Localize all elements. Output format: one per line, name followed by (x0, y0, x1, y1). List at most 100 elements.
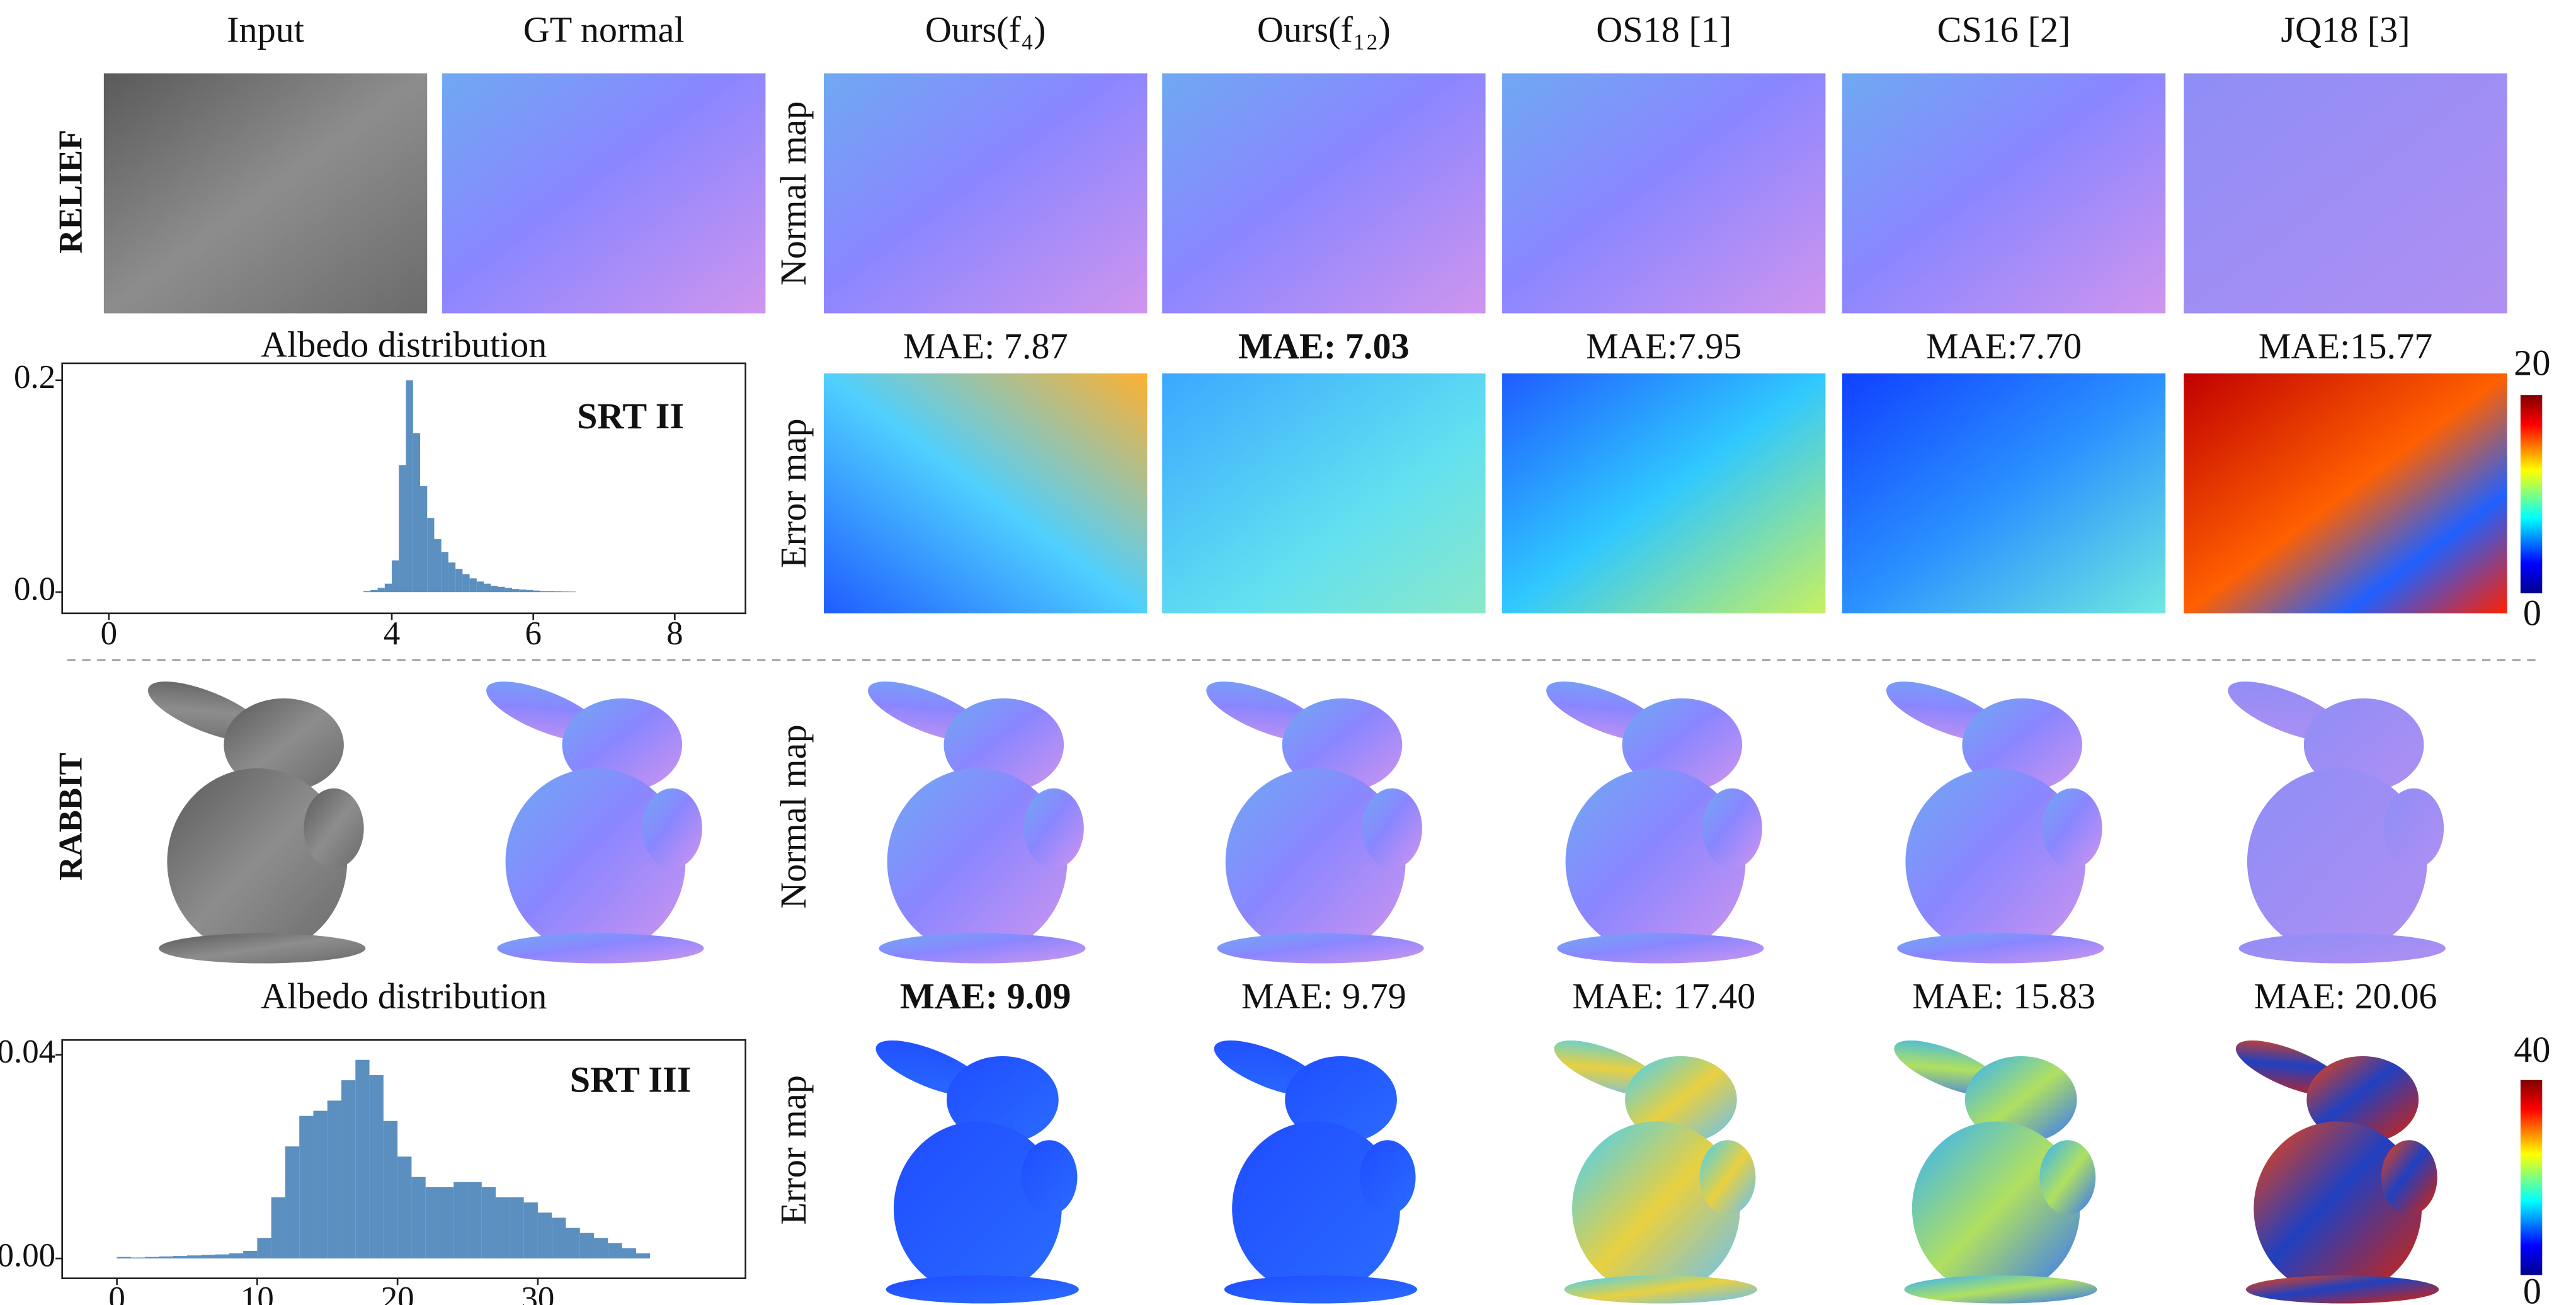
error-map (1888, 1029, 2097, 1304)
mae-label: MAE: 20.06 (2254, 976, 2437, 1017)
bar (636, 1253, 650, 1258)
y-tick-label: 0.0 (14, 571, 55, 607)
column-header: CS16 [2] (1937, 9, 2071, 50)
normal-map (1502, 73, 1825, 313)
bar (540, 591, 547, 592)
row-label: RABBIT (52, 753, 89, 880)
bar (608, 1243, 622, 1258)
bar (533, 591, 540, 593)
bar (384, 1121, 397, 1258)
bar (285, 1146, 299, 1258)
normal-map-label: Normal map (773, 724, 814, 909)
bar (201, 1255, 215, 1258)
bar (406, 380, 413, 592)
x-tick-label: 4 (384, 615, 400, 652)
x-tick-label: 0 (101, 615, 117, 652)
normal-map (2184, 73, 2507, 313)
bar (313, 1111, 327, 1258)
normal-map (1842, 73, 2165, 313)
bar (455, 569, 462, 592)
bar (173, 1256, 187, 1258)
normal-map (1879, 670, 2104, 964)
bar (355, 1060, 369, 1258)
bar (427, 518, 434, 592)
y-tick-label: 0.00 (0, 1237, 55, 1274)
bar (440, 1187, 453, 1258)
column-header: JQ18 [3] (2281, 9, 2410, 50)
bar (538, 1212, 552, 1258)
normal-map (824, 73, 1147, 313)
bar (117, 1257, 131, 1258)
colorbar-min: 0 (2523, 592, 2541, 633)
bar (397, 1156, 411, 1258)
x-tick-label: 20 (381, 1280, 414, 1305)
colorbar-max: 20 (2514, 343, 2550, 384)
bar (378, 588, 385, 592)
bar (363, 591, 370, 592)
mae-label: MAE:15.77 (2259, 326, 2432, 367)
bar (566, 1228, 579, 1259)
bar (477, 581, 484, 592)
bar (554, 591, 561, 592)
bar (257, 1238, 271, 1258)
bar (562, 591, 569, 592)
error-map (2184, 373, 2507, 613)
bar (569, 591, 576, 592)
normal-map-label: Normal map (773, 101, 814, 286)
bar (392, 561, 399, 592)
bar (131, 1258, 145, 1259)
bar (243, 1251, 257, 1258)
bar (468, 1182, 482, 1258)
normal-map (479, 670, 704, 964)
bar (271, 1197, 285, 1258)
bar (370, 1075, 384, 1258)
bar (442, 552, 448, 592)
bar (215, 1255, 229, 1258)
column-header: Ours(f₄) (925, 9, 1046, 50)
error-map (1207, 1029, 1417, 1304)
error-map (1162, 373, 1485, 613)
bar (524, 1202, 538, 1258)
mae-label: MAE: 17.40 (1572, 976, 1755, 1017)
figure: InputGT normalOurs(f₄)Ours(f₁₂)OS18 [1]C… (0, 0, 2576, 1305)
error-map (1502, 373, 1825, 613)
bar (399, 465, 406, 592)
mae-label: MAE: 15.83 (1912, 976, 2095, 1017)
bar (580, 1233, 594, 1258)
bar (413, 433, 420, 592)
bar (328, 1100, 341, 1258)
colorbar-max: 40 (2514, 1029, 2550, 1070)
error-map (824, 373, 1147, 613)
mae-label: MAE:7.70 (1926, 326, 2082, 367)
error-map (1842, 373, 2165, 613)
colorbar (2521, 395, 2542, 593)
column-header: GT normal (523, 9, 685, 50)
bar (448, 562, 455, 592)
bar (341, 1080, 355, 1258)
bar (594, 1238, 608, 1258)
mae-label: MAE: 7.03 (1238, 326, 1410, 367)
column-header: Input (227, 9, 304, 50)
chart-title: Albedo distribution (261, 324, 547, 365)
error-map-label: Error map (773, 1075, 814, 1225)
x-tick-label: 30 (521, 1280, 554, 1305)
bar (145, 1257, 159, 1258)
row-label: RELIEF (52, 130, 89, 254)
bar (547, 591, 554, 592)
bar (484, 584, 491, 592)
normal-map (442, 73, 765, 313)
error-map (869, 1029, 1079, 1304)
bar (498, 587, 505, 592)
mae-label: MAE: 9.09 (900, 976, 1071, 1017)
normal-map (1539, 670, 1764, 964)
column-header: OS18 [1] (1596, 9, 1731, 50)
mae-label: MAE:7.95 (1586, 326, 1741, 367)
bar (526, 590, 533, 592)
bar (453, 1182, 467, 1258)
bar (505, 588, 512, 592)
colorbar (2521, 1080, 2542, 1275)
normal-map (1162, 73, 1485, 313)
bar (370, 590, 377, 592)
error-map-label: Error map (773, 419, 814, 569)
page: InputGT normalOurs(f₄)Ours(f₁₂)OS18 [1]C… (0, 0, 2576, 1305)
